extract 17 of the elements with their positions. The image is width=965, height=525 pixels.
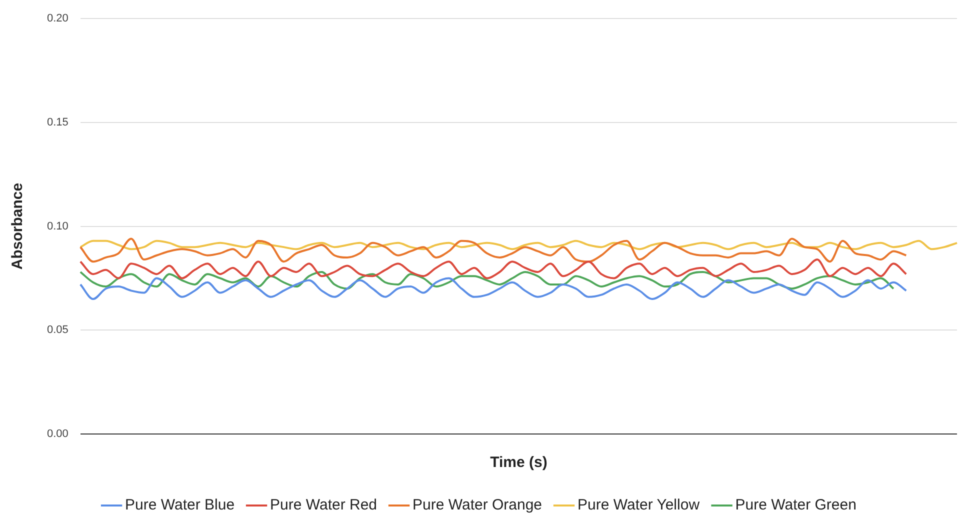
line-series	[79, 258, 908, 280]
legend-label: Pure Water Red	[270, 496, 378, 514]
y-tick-label: 0.15	[46, 116, 68, 128]
y-tick-label: 0.20	[46, 12, 68, 25]
line-series	[79, 238, 908, 263]
legend-label: Pure Water Yellow	[578, 496, 700, 514]
line-series	[79, 270, 894, 290]
legend-label: Pure Water Green	[735, 496, 856, 514]
line-series	[79, 240, 958, 250]
y-axis-title: Absorbance	[9, 182, 26, 270]
line-series	[79, 277, 908, 300]
x-axis-title: Time (s)	[490, 454, 548, 472]
legend-label: Pure Water Orange	[412, 496, 542, 514]
y-tick-label: 0.00	[46, 428, 68, 440]
y-tick-label: 0.05	[46, 324, 68, 336]
y-tick-label: 0.10	[46, 220, 68, 232]
legend-label: Pure Water Blue	[125, 496, 235, 514]
